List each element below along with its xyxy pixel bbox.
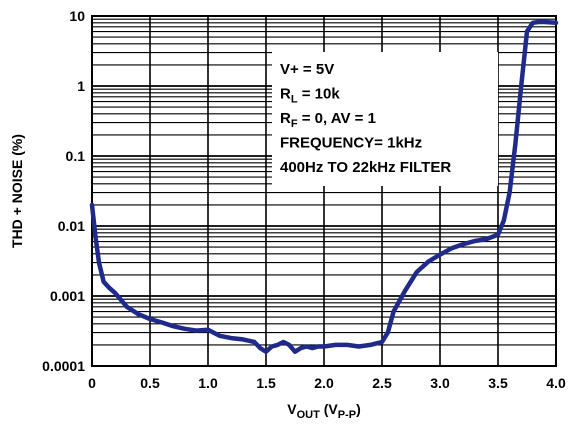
plot-frame	[91, 15, 557, 367]
condition-line: V+ = 5V	[280, 61, 334, 78]
conditions-box: V+ = 5V RL = 10k RF = 0, AV = 1 FREQUENCY= …	[272, 52, 498, 186]
x-tick-label: 0	[88, 375, 96, 391]
x-tick-label: 1.5	[256, 375, 276, 391]
y-tick-label: 1	[77, 78, 85, 94]
y-tick-labels: 0.0001 0.001 0.01 0.1 1 10	[42, 8, 85, 374]
x-axis-label-end: )	[356, 401, 361, 417]
y-tick-label: 10	[69, 8, 85, 24]
x-axis-label-sub2: P-P	[338, 409, 356, 421]
x-axis-label-main: V	[287, 401, 297, 417]
x-tick-label: 0.5	[140, 375, 160, 391]
x-tick-label: 1.0	[198, 375, 218, 391]
x-tick-label: 2.0	[314, 375, 334, 391]
condition-line: FREQUENCY= 1kHz	[280, 135, 422, 152]
y-tick-label: 0.01	[58, 218, 85, 234]
condition-line: RF = 0, AV = 1	[280, 110, 376, 130]
x-tick-label: 3.0	[430, 375, 450, 391]
y-axis-label: THD + NOISE (%)	[9, 134, 25, 248]
x-tick-labels: 0 0.5 1.0 1.5 2.0 2.5 3.0 3.5 4.0	[88, 375, 566, 391]
x-tick-label: 4.0	[546, 375, 566, 391]
x-axis-label-mid: (V	[320, 401, 339, 417]
x-axis-label-sub1: OUT	[297, 409, 321, 421]
y-tick-label: 0.0001	[42, 358, 85, 374]
x-tick-label: 2.5	[372, 375, 392, 391]
y-tick-label: 0.1	[66, 148, 86, 164]
y-tick-label: 0.001	[50, 288, 85, 304]
thd-noise-series-line	[89, 19, 559, 354]
x-axis-label: VOUT (VP-P)	[287, 401, 360, 421]
conditions-box-background	[272, 52, 498, 186]
x-tick-label: 3.5	[488, 375, 508, 391]
condition-line: RL = 10k	[280, 86, 340, 106]
condition-line: 400Hz TO 22kHz FILTER	[280, 159, 451, 176]
